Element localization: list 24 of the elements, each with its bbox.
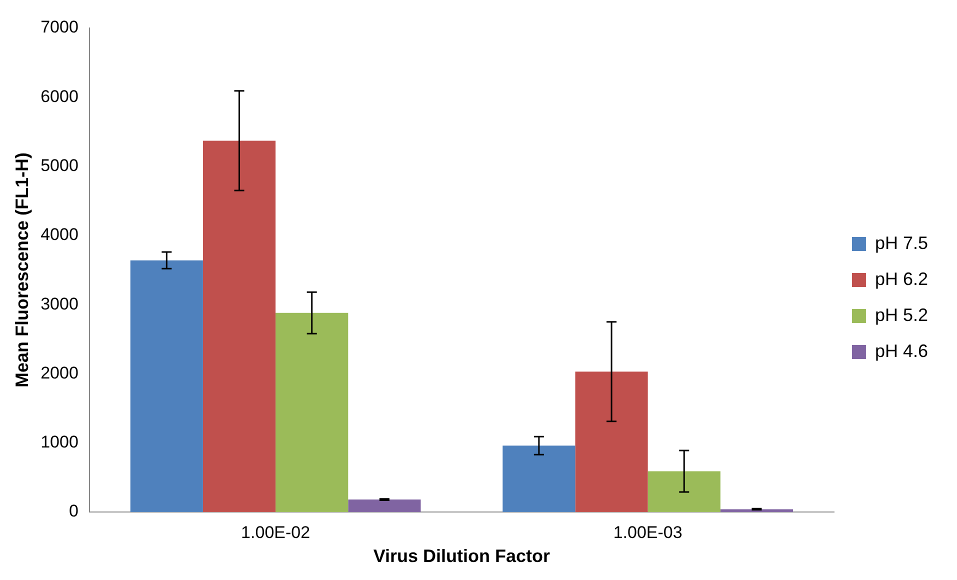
legend-label: pH 7.5 <box>874 232 928 253</box>
legend-label: pH 5.2 <box>874 304 928 325</box>
x-axis-title: Virus Dilution Factor <box>373 546 550 566</box>
x-tick-label: 1.00E-02 <box>241 522 310 542</box>
bar <box>130 260 203 512</box>
x-tick-label: 1.00E-03 <box>613 522 682 542</box>
bar <box>502 446 576 512</box>
bar <box>202 140 276 512</box>
y-tick-label: 5000 <box>40 156 78 175</box>
y-tick-label: 0 <box>68 502 78 521</box>
y-tick-label: 1000 <box>40 432 78 452</box>
y-axis-title: Mean Fluorescence (FL1-H) <box>12 152 32 388</box>
y-tick-label: 7000 <box>40 18 78 37</box>
y-tick-label: 4000 <box>40 225 78 244</box>
y-tick-label: 2000 <box>40 363 78 382</box>
bar <box>575 372 648 512</box>
y-tick-label: 3000 <box>40 294 78 314</box>
legend-label: pH 6.2 <box>874 268 928 289</box>
legend-label: pH 4.6 <box>874 340 928 361</box>
y-tick-label: 6000 <box>40 86 78 106</box>
bar <box>720 509 794 512</box>
bar <box>348 500 421 512</box>
bar <box>648 471 720 512</box>
bar <box>276 312 348 512</box>
